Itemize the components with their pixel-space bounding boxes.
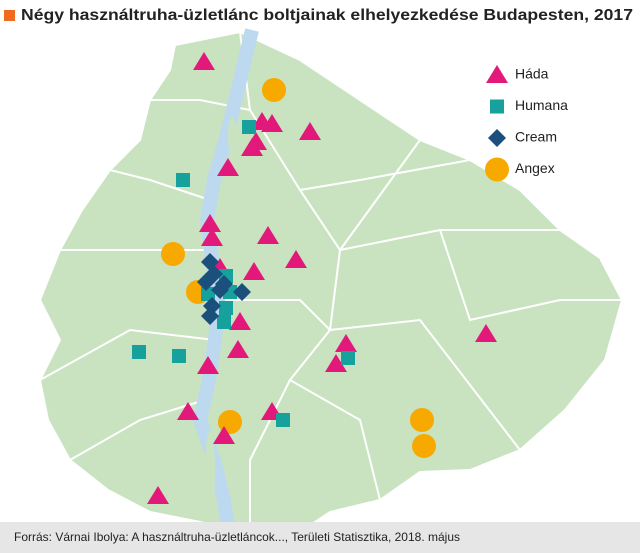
title: Négy használtruha-üzletlánc boltjainak e…	[21, 7, 633, 24]
humana-store	[276, 413, 290, 427]
legend-label: Angex	[515, 160, 555, 176]
humana-store	[217, 315, 231, 329]
island	[228, 116, 236, 156]
hada-store	[193, 52, 215, 70]
cream-store	[197, 273, 215, 291]
angex-store	[262, 78, 286, 102]
hada-store	[335, 334, 357, 352]
legend-label: Cream	[515, 129, 557, 145]
legend-symbol	[488, 129, 506, 147]
angex-store	[412, 434, 436, 458]
hada-store	[257, 226, 279, 244]
hada-store	[299, 122, 321, 140]
source: Forrás: Várnai Ibolya: A használtruha-üz…	[14, 530, 460, 544]
angex-store	[161, 242, 185, 266]
humana-store	[219, 301, 233, 315]
hada-store	[241, 138, 263, 156]
cream-store	[215, 275, 233, 293]
hada-store	[197, 356, 219, 374]
humana-store	[132, 345, 146, 359]
hada-store	[147, 486, 169, 504]
legend-label: Humana	[515, 97, 568, 113]
hada-store	[213, 426, 235, 444]
legend: Háda Humana Cream Angex	[485, 65, 568, 182]
store-markers	[132, 52, 497, 504]
title-marker	[4, 10, 15, 21]
hada-store	[199, 214, 221, 232]
hada-store	[177, 402, 199, 420]
humana-store	[172, 349, 186, 363]
hada-store	[261, 114, 283, 132]
hada-store	[217, 158, 239, 176]
legend-symbol	[485, 157, 509, 182]
legend-symbol	[490, 99, 504, 114]
hada-store	[227, 340, 249, 358]
humana-store	[341, 351, 355, 365]
cream-store	[201, 307, 219, 325]
hada-store	[229, 312, 251, 330]
humana-store	[242, 120, 256, 134]
cream-store	[233, 283, 251, 301]
hada-store	[243, 262, 265, 280]
legend-symbol	[486, 65, 508, 83]
hada-store	[325, 354, 347, 372]
source-bar	[0, 522, 640, 553]
hada-store	[285, 250, 307, 268]
legend-label: Háda	[515, 66, 549, 82]
hada-store	[201, 228, 223, 246]
island	[205, 430, 215, 510]
hada-store	[475, 324, 497, 342]
angex-store	[410, 408, 434, 432]
humana-store	[176, 173, 190, 187]
